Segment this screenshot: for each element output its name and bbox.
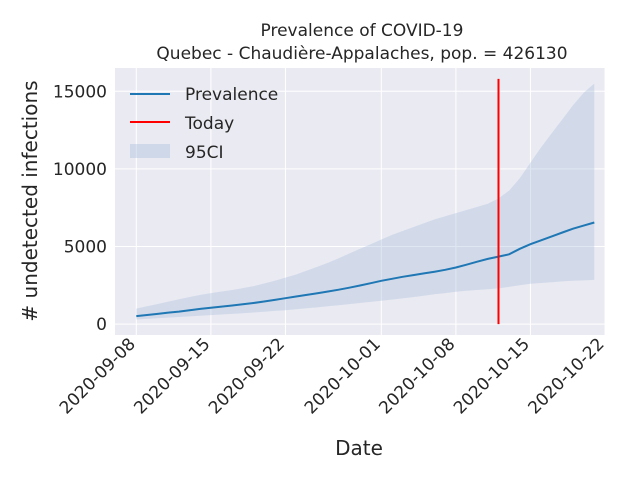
series-layer (136, 78, 595, 325)
x-tick-label: 2020-10-01 (301, 334, 385, 418)
y-tick-label: 5000 (64, 238, 107, 258)
legend-label-95ci: 95CI (185, 143, 224, 163)
x-axis-label: Date (335, 436, 383, 460)
y-axis-label: # undetected infections (18, 80, 42, 321)
y-tick-label: 10000 (53, 160, 107, 180)
legend: Prevalence Today 95CI (130, 85, 278, 163)
x-tick-label: 2020-10-22 (525, 334, 609, 418)
plot-area (115, 68, 605, 335)
x-tick-label: 2020-10-08 (375, 334, 459, 418)
x-tick-label: 2020-09-08 (56, 334, 140, 418)
legend-label-today: Today (184, 114, 234, 134)
x-tick-label: 2020-09-15 (130, 334, 214, 418)
y-tick-label: 0 (96, 315, 107, 335)
legend-label-prevalence: Prevalence (185, 85, 278, 105)
x-tick-label: 2020-09-22 (205, 334, 289, 418)
y-ticks: 0 5000 10000 15000 (53, 82, 107, 335)
grid (115, 68, 606, 335)
legend-swatch-95ci (130, 144, 170, 158)
x-tick-label: 2020-10-15 (450, 334, 534, 418)
y-tick-label: 15000 (53, 82, 107, 102)
chart-title: Prevalence of COVID-19 (261, 21, 464, 41)
chart-subtitle: Quebec - Chaudière-Appalaches, pop. = 42… (156, 44, 567, 64)
series-line-prevalence (136, 221, 595, 318)
